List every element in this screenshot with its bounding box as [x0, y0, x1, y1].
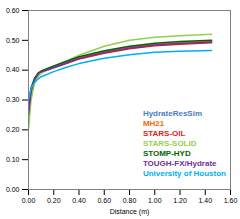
svg-text:0.00: 0.00 [6, 186, 20, 193]
svg-text:0.60: 0.60 [97, 197, 111, 204]
html-text:STARS-SOLID: STARS-SOLID [142, 139, 197, 148]
html-text:TOUGH-FX/Hydrate: TOUGH-FX/Hydrate [142, 159, 217, 168]
svg-text:0.20: 0.20 [47, 197, 61, 204]
svg-text:0.60: 0.60 [6, 7, 20, 14]
svg-text:0.20: 0.20 [6, 126, 20, 133]
html-text:HydrateResSim: HydrateResSim [142, 109, 202, 118]
html-text:University of Houston: University of Houston [142, 169, 226, 178]
svg-text:0.80: 0.80 [123, 197, 137, 204]
html-text:STOMP-HYD: STOMP-HYD [142, 149, 191, 158]
svg-text:1.00: 1.00 [148, 197, 162, 204]
svg-text:1.60: 1.60 [224, 197, 238, 204]
svg-text:0.40: 0.40 [6, 66, 20, 73]
svg-text:0.10: 0.10 [6, 156, 20, 163]
svg-text:0.30: 0.30 [6, 96, 20, 103]
svg-text:0.50: 0.50 [6, 37, 20, 44]
svg-text:Distance (m): Distance (m) [110, 208, 150, 216]
svg-text:1.20: 1.20 [173, 197, 187, 204]
svg-text:0.00: 0.00 [22, 197, 36, 204]
html-text:MH21: MH21 [142, 119, 165, 128]
svg-text:0.40: 0.40 [72, 197, 86, 204]
html-text:STARS-OIL: STARS-OIL [142, 129, 186, 138]
svg-text:1.40: 1.40 [198, 197, 212, 204]
